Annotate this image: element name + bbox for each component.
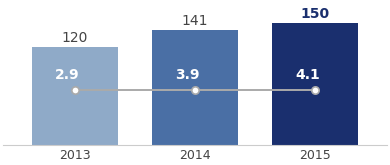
Text: 4.1: 4.1 bbox=[296, 68, 320, 82]
Bar bbox=[152, 30, 238, 145]
Bar bbox=[272, 23, 358, 145]
Text: 120: 120 bbox=[62, 32, 88, 46]
Point bbox=[72, 88, 78, 91]
Text: 150: 150 bbox=[301, 7, 330, 21]
Point bbox=[312, 88, 318, 91]
Text: 2.9: 2.9 bbox=[55, 68, 80, 82]
Text: 3.9: 3.9 bbox=[176, 68, 200, 82]
Bar bbox=[32, 48, 118, 145]
Text: 141: 141 bbox=[182, 14, 208, 28]
Point bbox=[192, 88, 198, 91]
